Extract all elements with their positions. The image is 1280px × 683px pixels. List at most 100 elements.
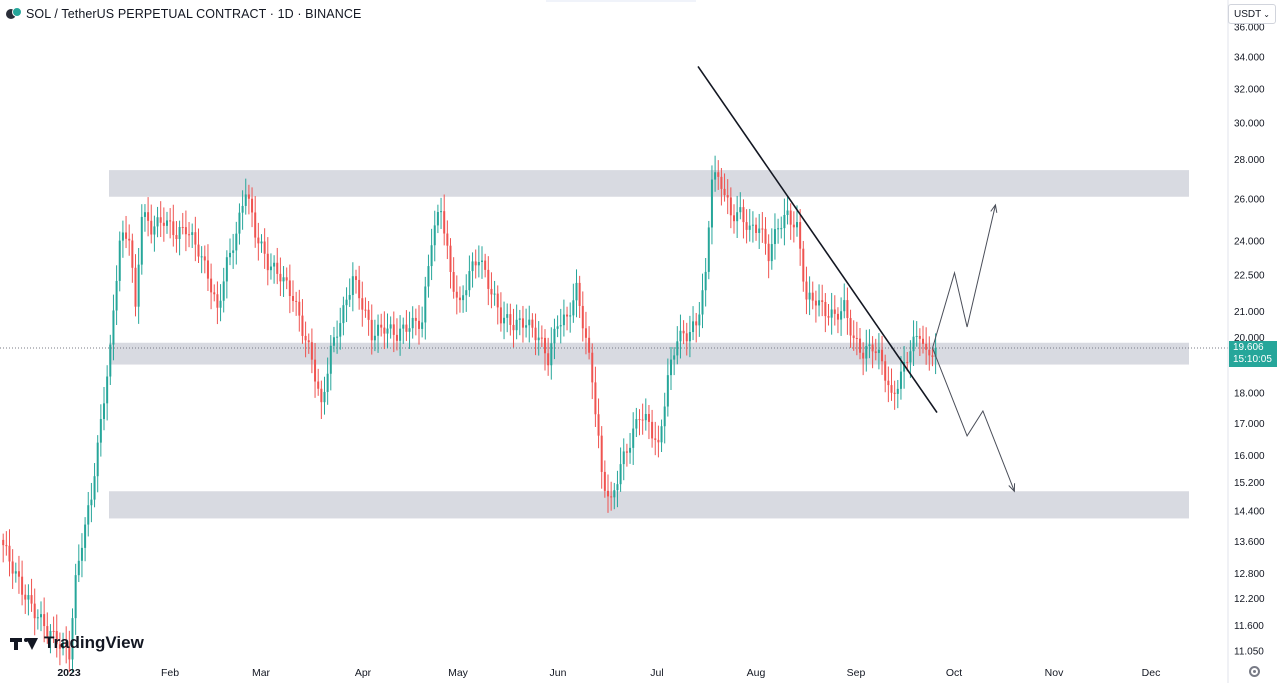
candle [726, 179, 729, 215]
candle [877, 333, 880, 370]
candle [739, 192, 742, 220]
candle [789, 203, 792, 240]
candle [8, 529, 11, 577]
candle [887, 366, 890, 403]
candle [74, 563, 77, 635]
candle [755, 217, 758, 241]
candle [515, 304, 518, 340]
candle [251, 187, 254, 228]
candle [827, 304, 830, 326]
candle [405, 310, 408, 342]
tradingview-logo[interactable]: TradingView [10, 632, 144, 654]
candle [695, 312, 698, 343]
price-tick-label: 12.800 [1234, 569, 1265, 580]
candle [36, 609, 39, 630]
candle [238, 203, 241, 245]
candle [348, 278, 351, 307]
price-tick-label: 16.000 [1234, 451, 1265, 462]
candle [717, 160, 720, 190]
candle [733, 204, 735, 234]
currency-selector[interactable]: USDT ⌄ [1228, 4, 1276, 24]
candle [172, 204, 175, 247]
candle [336, 320, 339, 354]
candle [181, 212, 184, 235]
candle [657, 425, 660, 458]
candle [692, 306, 695, 341]
candle [421, 306, 424, 338]
candle [780, 216, 783, 239]
candle [736, 195, 739, 238]
candle [638, 409, 641, 436]
projection-down-arrow[interactable] [932, 347, 1015, 492]
candle [641, 403, 644, 435]
candle [307, 333, 310, 354]
candle [521, 305, 524, 343]
candle [710, 165, 713, 245]
candle [200, 246, 203, 274]
candle [578, 275, 581, 318]
candle [871, 336, 874, 369]
candle [758, 213, 761, 250]
candle [610, 481, 613, 511]
candle [380, 313, 383, 337]
zone-0[interactable] [109, 170, 1189, 197]
candle [487, 256, 490, 306]
candle [906, 351, 909, 372]
candle [799, 209, 802, 266]
candle [855, 321, 858, 356]
tradingview-logo-icon [10, 636, 38, 650]
candle [418, 305, 420, 345]
candle [232, 233, 235, 269]
candle [588, 326, 591, 360]
candle [723, 173, 726, 202]
candle [682, 320, 685, 345]
candle [481, 246, 483, 279]
candle [512, 308, 515, 348]
candle [96, 435, 99, 493]
last-price-value: 19.606 [1233, 342, 1264, 353]
candle [30, 578, 33, 612]
zone-2[interactable] [109, 491, 1189, 519]
candle [197, 228, 200, 264]
candle [367, 301, 370, 336]
support-resistance-zones [109, 170, 1189, 519]
gear-icon[interactable] [1249, 666, 1260, 677]
candle [27, 584, 30, 616]
candle [33, 588, 36, 636]
time-tick-label: Oct [946, 667, 962, 679]
candle [493, 280, 496, 306]
candle [21, 560, 24, 606]
price-tick-label: 34.000 [1234, 53, 1265, 64]
candle [314, 343, 317, 398]
candle [591, 343, 594, 400]
candle [811, 281, 814, 310]
candle [830, 292, 833, 335]
candle [383, 311, 386, 350]
candle [188, 221, 191, 248]
candles [2, 155, 937, 673]
candle [729, 187, 732, 229]
candle [518, 309, 521, 336]
candle [443, 194, 446, 246]
candle [884, 354, 887, 393]
price-tick-label: 12.200 [1234, 594, 1265, 605]
candle [525, 308, 528, 338]
time-axis: 2023 Feb Mar Apr May Jun Jul Aug Sep Oct Nov Dec [57, 667, 1160, 679]
zone-1[interactable] [109, 342, 1189, 365]
symbol-icon [6, 7, 22, 21]
candle [547, 337, 550, 376]
candle [147, 197, 150, 237]
time-tick-label: Sep [847, 667, 866, 679]
projection-up-arrow[interactable] [932, 204, 996, 349]
candle [685, 322, 688, 356]
candle [802, 240, 805, 292]
candle [783, 198, 786, 246]
trendline[interactable] [697, 65, 938, 414]
candle [761, 212, 764, 243]
candle [386, 313, 389, 349]
candle [143, 204, 146, 232]
candle [496, 285, 499, 325]
candle [714, 155, 717, 192]
candle [254, 196, 257, 248]
